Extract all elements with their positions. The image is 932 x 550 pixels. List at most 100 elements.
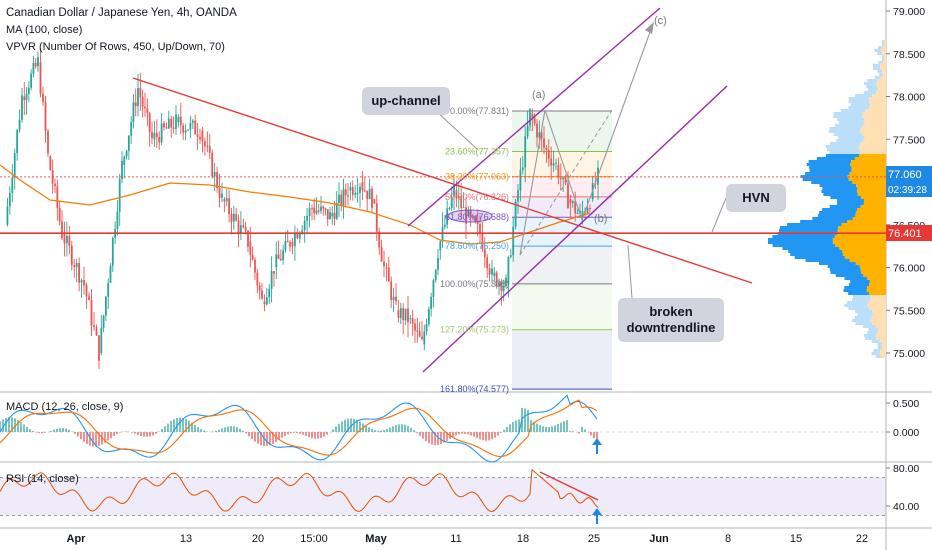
volume-bar-up: [830, 196, 861, 199]
volume-bar-up: [805, 259, 850, 262]
volume-bar-down: [850, 163, 886, 166]
macd-histogram-bar: [410, 427, 412, 432]
macd-histogram-bar: [23, 424, 25, 432]
volume-bar-down: [852, 181, 886, 184]
volume-bar-down: [844, 256, 886, 259]
volume-bar-down: [884, 43, 886, 46]
volume-bar-down: [860, 127, 886, 130]
macd-histogram-bar: [248, 432, 250, 437]
volume-bar-down: [863, 199, 886, 202]
macd-legend[interactable]: MACD (12, 26, close, 9): [6, 401, 124, 413]
macd-histogram-bar: [371, 429, 373, 432]
volume-bar-down: [866, 289, 886, 292]
candle-body: [70, 245, 73, 266]
wave-label-c: (c): [654, 15, 667, 27]
volume-bar-up: [833, 115, 863, 118]
volume-bar-up: [863, 325, 876, 328]
volume-bar-down: [877, 331, 886, 334]
candle-body: [349, 187, 352, 191]
candle-body: [303, 220, 306, 231]
candle-body: [254, 259, 256, 273]
macd-histogram-bar: [401, 424, 403, 432]
ma-legend[interactable]: MA (100, close): [6, 24, 83, 36]
hvn-callout[interactable]: HVN: [726, 184, 786, 212]
price-tick-label: 79.000: [893, 6, 925, 18]
volume-bar-up: [800, 220, 848, 223]
candle-body: [540, 132, 543, 139]
volume-bar-down: [872, 310, 886, 313]
candle-body: [472, 216, 474, 218]
up-channel-callout[interactable]: up-channel: [362, 87, 450, 115]
macd-histogram-bar: [467, 432, 469, 435]
broken-downtrendline-callout[interactable]: broken downtrendline: [618, 298, 724, 342]
macd-histogram-bar: [266, 432, 268, 446]
macd-histogram-bar: [38, 432, 40, 434]
macd-histogram-bar: [11, 417, 13, 432]
volume-bar-up: [819, 211, 856, 214]
candle-body: [25, 93, 28, 101]
macd-histogram-bar: [77, 432, 79, 437]
chart-title[interactable]: Canadian Dollar / Japanese Yen, 4h, OAND…: [6, 7, 237, 19]
candle-body: [589, 207, 591, 209]
macd-histogram-bar: [536, 423, 538, 432]
volume-bar-down: [855, 211, 886, 214]
time-tick-label: 22: [856, 533, 868, 545]
volume-bar-down: [876, 337, 886, 340]
candle-body: [6, 206, 9, 225]
candle-body: [141, 97, 144, 107]
fib-zone: [512, 246, 612, 284]
candle-body: [65, 235, 68, 244]
volume-bar-up: [854, 316, 872, 319]
volume-bar-down: [834, 235, 886, 238]
fib-labels: 0.00%(77.831) 23.60%(77.357) 38.20%(77.063…: [440, 106, 509, 394]
candle-body: [460, 196, 463, 208]
macd-histogram-bar: [62, 428, 64, 432]
volume-bar-up: [829, 268, 861, 271]
candle-body: [430, 296, 433, 309]
drawings[interactable]: [0, 7, 886, 373]
fib-level-label: 61.80%(76.588): [445, 212, 509, 222]
candle-body: [545, 147, 548, 150]
candle-body: [172, 127, 175, 129]
macd-histogram-bar: [83, 432, 85, 442]
candle-body: [559, 177, 562, 180]
volume-bar-up: [778, 229, 838, 232]
macd-histogram-bar: [431, 432, 433, 445]
volume-bar-up: [848, 307, 870, 310]
rsi-legend[interactable]: RSI (14, close): [6, 473, 79, 485]
volume-bar-down: [855, 214, 886, 217]
macd-histogram-bar: [17, 419, 19, 432]
time-axis[interactable]: Apr 13 20 15:00 May 11 18 25 Jun 8 15 22: [67, 533, 869, 545]
macd-histogram-bar: [548, 426, 550, 432]
vpvr-legend[interactable]: VPVR (Number Of Rows, 450, Up/Down, 70): [6, 41, 225, 53]
macd-histogram-bar: [413, 430, 415, 432]
candle-body: [453, 185, 455, 197]
candle-body: [116, 211, 119, 229]
macd-histogram-bar: [8, 417, 10, 432]
candle-body: [469, 209, 472, 217]
macd-histogram-bar: [497, 432, 499, 436]
volume-bar-up: [843, 289, 867, 292]
volume-bar-up: [768, 238, 833, 241]
candle-body: [37, 57, 39, 67]
macd-histogram-bar: [203, 430, 205, 432]
macd-histogram-bar: [119, 432, 121, 433]
candle-body: [448, 207, 451, 209]
volume-bar-up: [877, 52, 883, 55]
volume-bar-up: [836, 139, 864, 142]
candle-body: [329, 211, 331, 220]
fib-level-label: 50.00%(76.826): [445, 192, 509, 202]
candle-body: [268, 288, 271, 298]
macd-histogram-bar: [68, 429, 70, 432]
volume-bar-up: [811, 181, 853, 184]
volume-bar-down: [857, 208, 886, 211]
volume-bar-up: [850, 280, 870, 283]
candle-body: [571, 201, 574, 204]
macd-histogram-bar: [338, 423, 340, 432]
macd-histogram-bar: [20, 422, 22, 432]
macd-histogram-bar: [164, 426, 166, 432]
volume-bar-up: [794, 256, 845, 259]
macd-histogram-bar: [5, 417, 7, 432]
macd-histogram-bar: [374, 430, 376, 432]
candle-body: [148, 112, 151, 132]
